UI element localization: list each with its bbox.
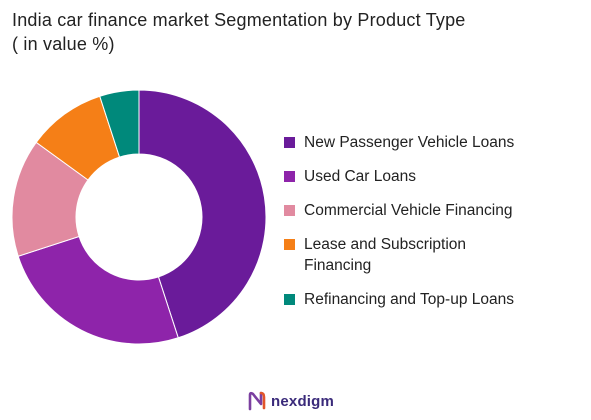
brand-name: nexdigm (271, 392, 335, 410)
legend-swatch (284, 205, 295, 216)
legend-item-new-passenger-vehicle-loans: New Passenger Vehicle Loans (284, 132, 584, 153)
legend-item-refinancing-and-top-up-loans: Refinancing and Top-up Loans (284, 289, 584, 310)
chart-legend: New Passenger Vehicle Loans Used Car Loa… (284, 132, 584, 323)
legend-label: Lease and Subscription Financing (304, 236, 467, 274)
donut-slice-refinancing-and-top-up-loans (99, 89, 140, 158)
legend-label: Refinancing and Top-up Loans (304, 291, 514, 308)
chart-title-line2: ( in value %) (12, 34, 115, 54)
legend-label: Commercial Vehicle Financing (304, 202, 513, 219)
legend-swatch (284, 239, 295, 250)
donut-slice-new-passenger-vehicle-loans (138, 89, 267, 339)
chart-title-line1: India car finance market Segmentation by… (12, 10, 466, 30)
legend-label: Used Car Loans (304, 168, 417, 185)
legend-item-lease-and-subscription-financing: Lease and Subscription Financing (284, 234, 534, 276)
legend-swatch (284, 137, 295, 148)
legend-item-commercial-vehicle-financing: Commercial Vehicle Financing (284, 200, 584, 221)
nexdigm-logo-icon (248, 391, 266, 411)
brand-logo: nexdigm (248, 391, 334, 411)
legend-label: New Passenger Vehicle Loans (304, 134, 515, 151)
donut-slice-used-car-loans (17, 235, 179, 345)
legend-swatch (284, 294, 295, 305)
legend-item-used-car-loans: Used Car Loans (284, 166, 584, 187)
legend-swatch (284, 171, 295, 182)
chart-title: India car finance market Segmentation by… (12, 8, 466, 56)
donut-slices (11, 89, 267, 345)
